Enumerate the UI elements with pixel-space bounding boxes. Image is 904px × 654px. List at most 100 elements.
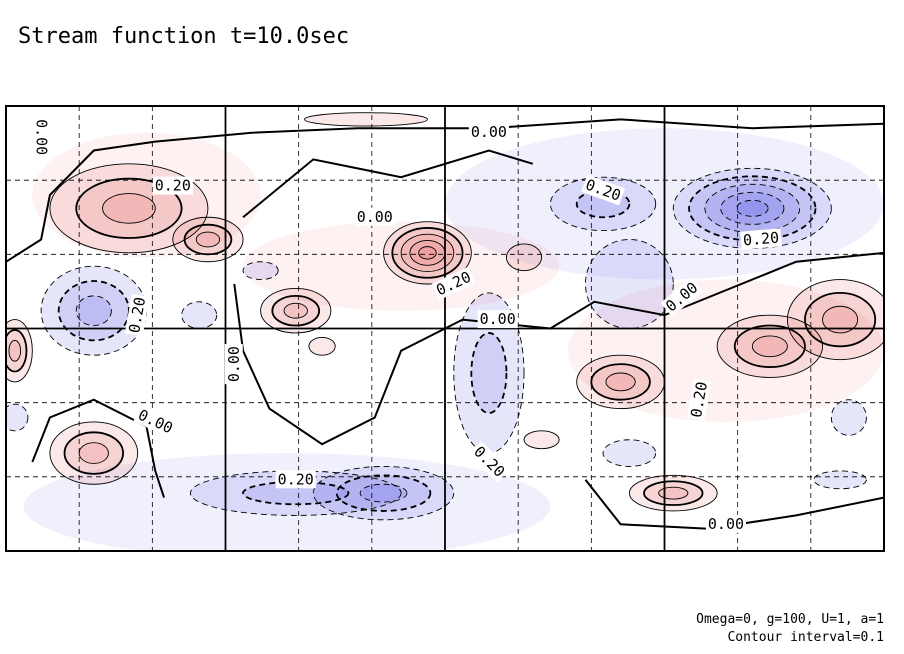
contour-line-7-0 — [242, 261, 279, 280]
contour-fill-11-1 — [804, 292, 876, 347]
contour-fill-5-1 — [58, 281, 129, 341]
contour-line-11-2 — [822, 305, 859, 334]
contour-fill-8-0 — [673, 168, 832, 249]
contour-line-17-2 — [78, 442, 109, 464]
contour-fill-22-1 — [471, 332, 507, 414]
contour-line-23-0 — [304, 112, 428, 127]
contour-fill-3-0 — [506, 243, 542, 271]
zero-contour-mid — [242, 149, 534, 219]
contour-line-17-1 — [63, 431, 124, 475]
contour-line-14-0 — [628, 474, 718, 512]
contour-fill-21-1 — [243, 482, 349, 505]
contour-line-0-1 — [75, 177, 183, 239]
contour-label-bg-1 — [152, 176, 193, 195]
contour-fill-2-2 — [401, 234, 454, 272]
contour-fill-16-0 — [524, 430, 560, 449]
contour-label-bg-5 — [581, 174, 626, 206]
contour-fill-4-2 — [284, 303, 308, 319]
contour-line-12-0 — [716, 314, 823, 378]
contour-line-4-2 — [283, 302, 308, 319]
contour-line-2-2 — [400, 233, 455, 272]
contour-fill-13-1 — [591, 364, 650, 400]
contour-fill-17-0 — [49, 421, 138, 485]
contour-fill-4-1 — [272, 295, 320, 326]
contour-line-24-0 — [308, 336, 336, 356]
contour-label-bg-14 — [275, 470, 316, 489]
contour-line-19-0 — [6, 403, 29, 432]
contour-label-bg-15 — [705, 514, 747, 533]
contour-label-bg-12 — [133, 404, 178, 439]
contour-line-8-4 — [736, 199, 769, 217]
contour-label-10: 0.00 — [225, 346, 243, 382]
contour-fill-11-0 — [787, 279, 884, 360]
contour-line-11-0 — [786, 279, 884, 361]
contour-label-9: 0.00 — [480, 310, 516, 328]
contour-fill-1-2 — [196, 232, 220, 247]
contour-line-8-3 — [720, 191, 785, 225]
contour-fill-26-0 — [813, 470, 867, 489]
contour-line-14-2 — [658, 486, 689, 500]
contour-label-bg-4 — [431, 266, 476, 301]
contour-fill-5-2 — [76, 295, 112, 326]
contour-fill-18-0 — [6, 319, 33, 382]
parameters-note: Omega=0, g=100, U=1, a=1 — [696, 612, 884, 627]
contour-fill-12-2 — [752, 335, 788, 357]
contour-label-6: 0.20 — [742, 228, 780, 249]
contour-line-5-2 — [75, 295, 112, 326]
contour-label-bg-9 — [477, 310, 518, 329]
zero-contour-southwest — [31, 398, 165, 498]
contour-line-4-1 — [271, 294, 321, 327]
contour-fill-9-0 — [550, 177, 656, 231]
contour-fill-24-0 — [308, 337, 336, 356]
contour-line-1-2 — [195, 231, 221, 248]
contour-line-2-1 — [391, 227, 464, 279]
contour-line-0-2 — [102, 193, 156, 224]
contour-fill-11-2 — [822, 306, 858, 333]
contour-fill-8-2 — [704, 184, 800, 233]
contour-line-25-0 — [830, 399, 867, 436]
contour-label-15: 0.00 — [708, 515, 744, 533]
contour-fill-2-0 — [383, 221, 472, 284]
contour-label-3: 0.00 — [471, 123, 507, 141]
contour-line-12-2 — [751, 335, 788, 358]
contour-fill-23-0 — [304, 112, 428, 127]
contour-fill-25-0 — [831, 399, 867, 436]
contour-label-0: 0.00 — [33, 119, 51, 155]
contour-interval-note: Contour interval=0.1 — [727, 630, 884, 645]
contour-label-bg-7 — [660, 277, 703, 317]
contour-fill-6-0 — [181, 301, 217, 329]
contour-line-8-2 — [704, 183, 801, 233]
contour-fill-12-0 — [717, 315, 823, 378]
contour-fills — [6, 112, 884, 551]
contour-label-2: 0.00 — [357, 208, 393, 226]
zero-contour-central — [233, 251, 884, 446]
contour-label-bg-3 — [468, 123, 509, 142]
contour-line-9-0 — [549, 176, 657, 232]
contour-fill-14-1 — [644, 481, 703, 506]
contour-label-bg-2 — [354, 207, 395, 226]
contour-line-18-0 — [6, 319, 33, 383]
contour-line-10-0 — [585, 239, 674, 329]
contour-line-18-2 — [8, 339, 22, 362]
contour-fill-20-0 — [313, 466, 454, 520]
contour-fill-20-1 — [336, 475, 431, 511]
contour-fill-12-1 — [734, 325, 805, 368]
background-region-1 — [23, 453, 551, 551]
contour-line-20-0 — [312, 465, 455, 521]
contour-label-14: 0.20 — [278, 470, 314, 488]
contour-fill-13-0 — [576, 355, 665, 409]
contour-line-15-0 — [602, 439, 657, 467]
background-region-3 — [32, 132, 261, 258]
contour-fill-19-0 — [6, 404, 28, 431]
contour-label-bg-8 — [124, 293, 150, 337]
contour-label-8: 0.20 — [125, 296, 149, 335]
contour-fill-5-0 — [41, 266, 147, 356]
grid-lines — [6, 106, 884, 551]
contour-fill-10-0 — [585, 239, 674, 329]
contour-label-bg-10 — [224, 344, 243, 385]
contour-line-2-0 — [383, 221, 472, 285]
contour-line-4-0 — [260, 288, 332, 334]
background-region-2 — [243, 221, 560, 311]
contour-fill-18-1 — [6, 329, 27, 372]
